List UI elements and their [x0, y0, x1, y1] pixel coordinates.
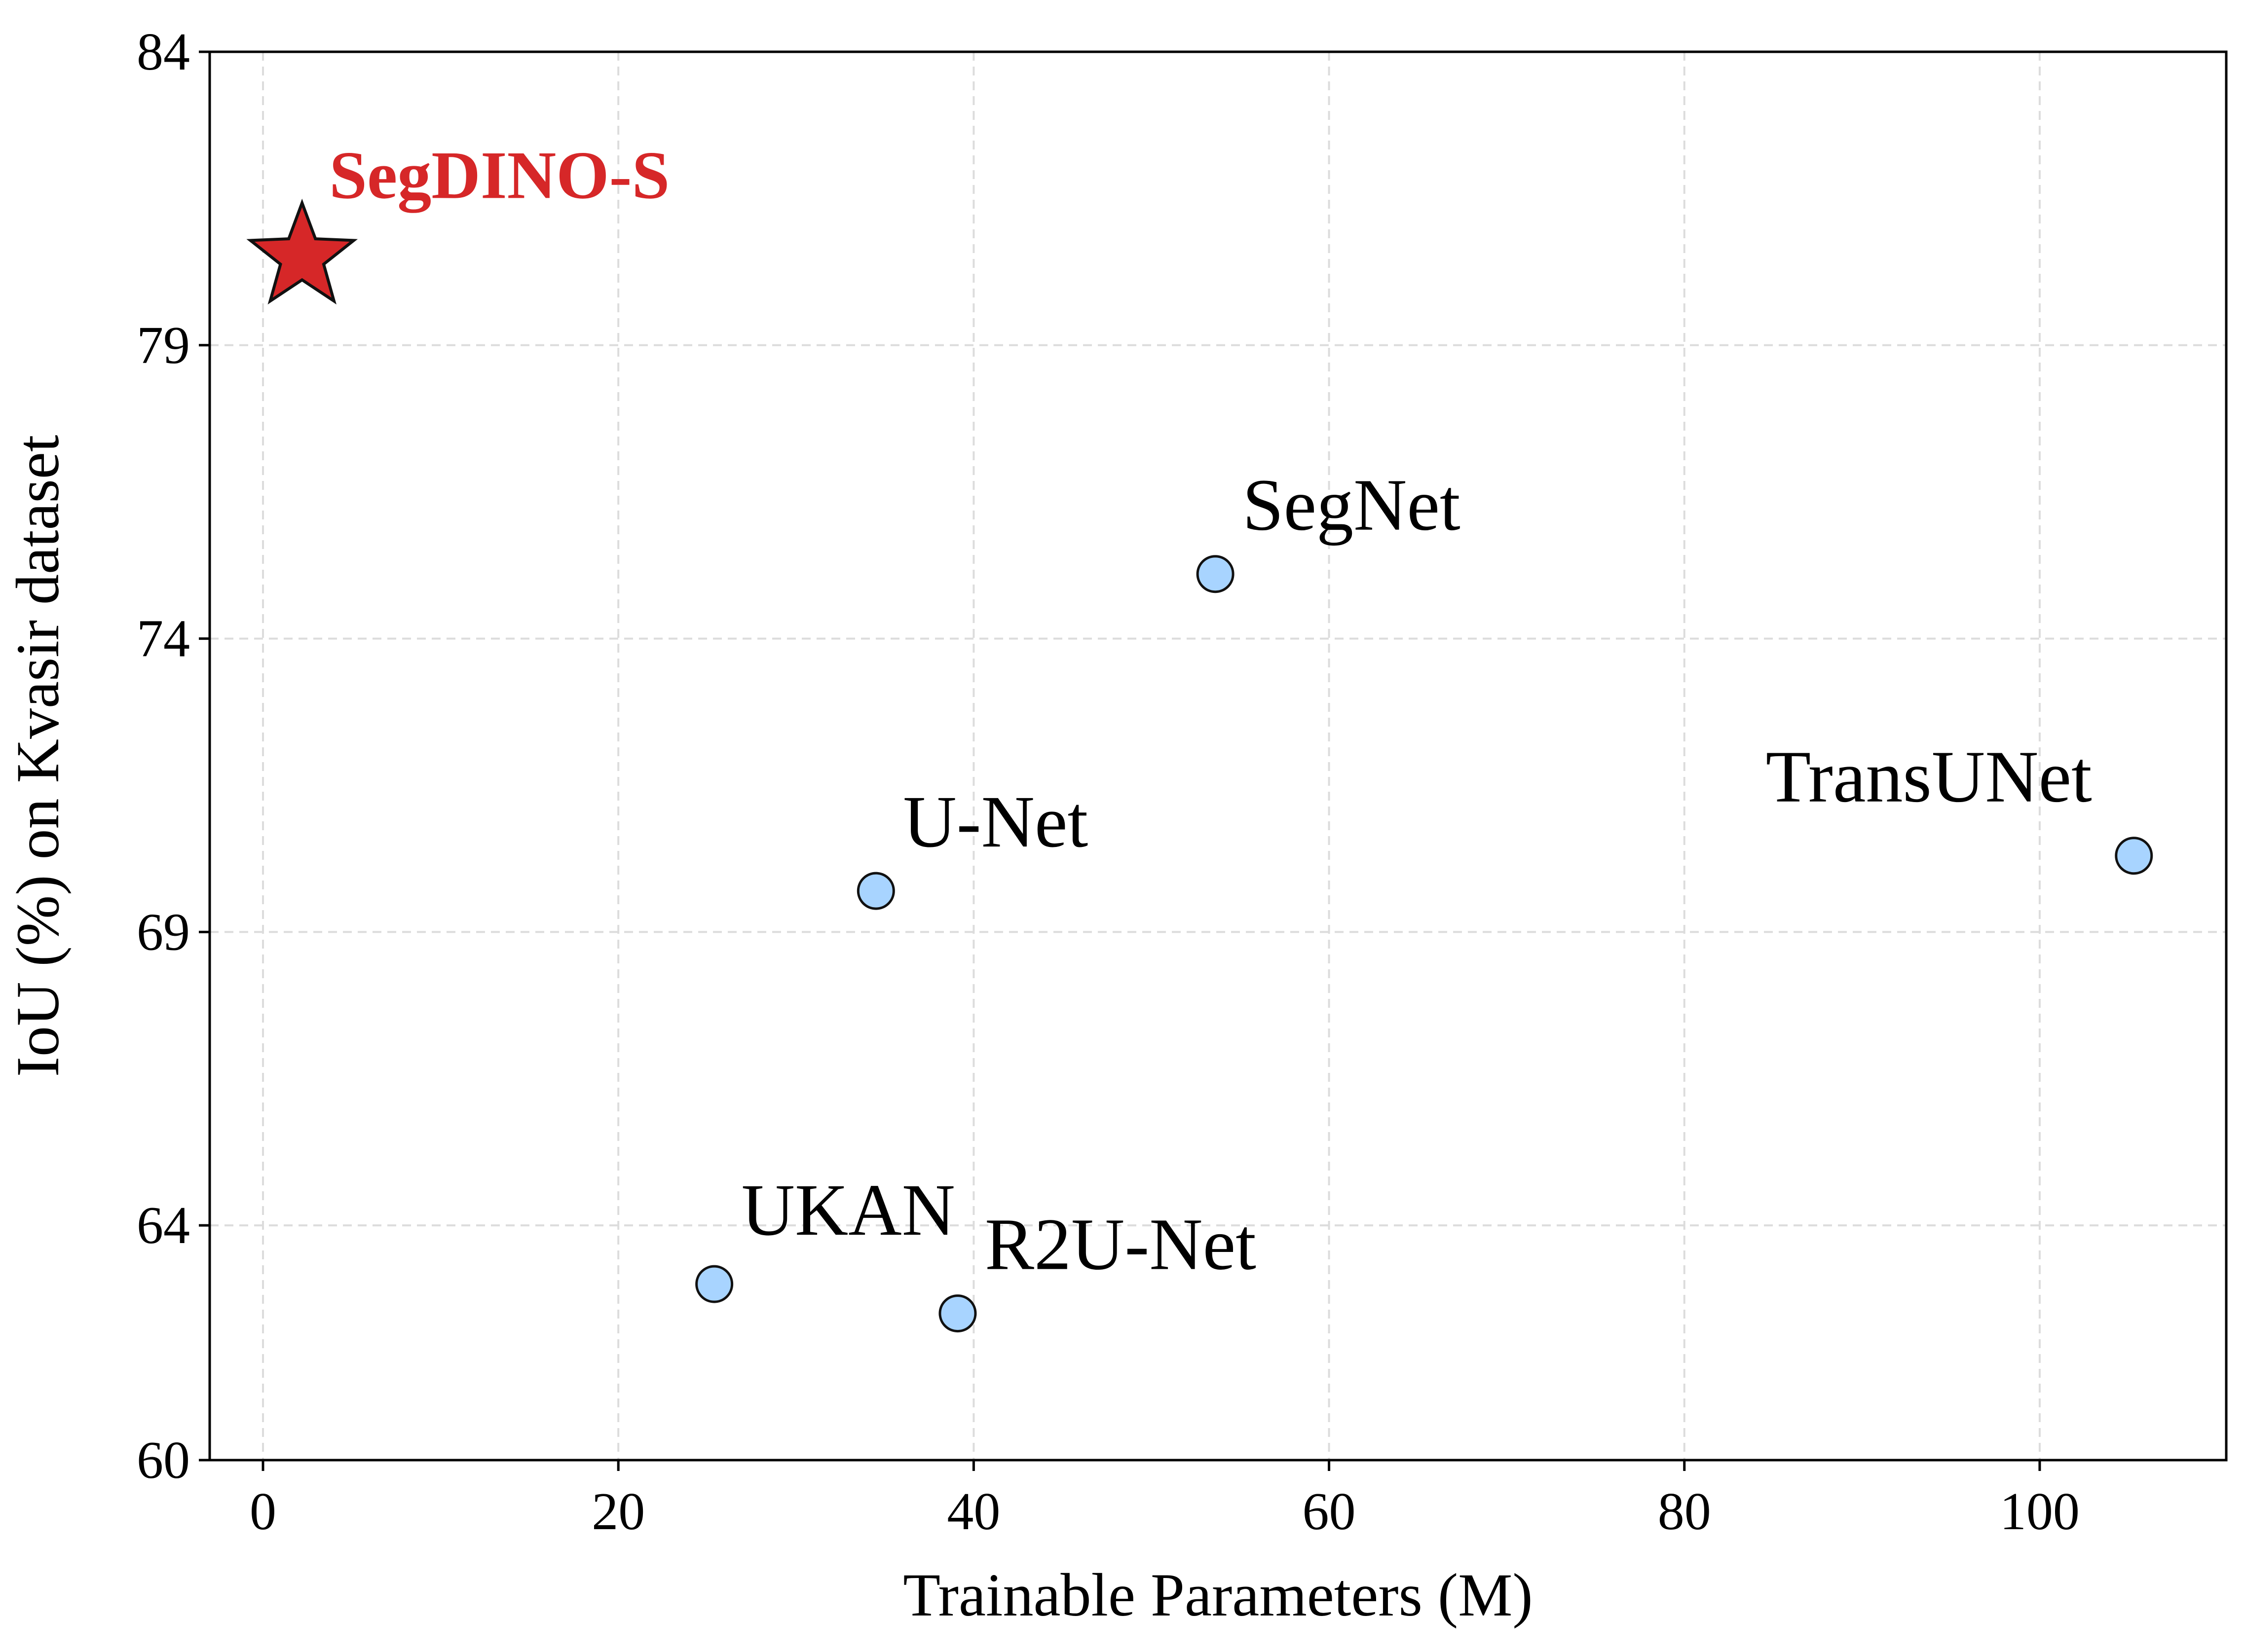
x-tick-label: 40: [947, 1482, 1000, 1541]
y-tick-label: 74: [137, 610, 190, 668]
label-segnet: SegNet: [1242, 464, 1460, 546]
y-tick-label: 60: [137, 1431, 190, 1490]
point-u-net: [857, 872, 895, 910]
y-tick-label: 69: [137, 903, 190, 961]
point-ukan: [695, 1265, 734, 1303]
x-axis-title: Trainable Parameters (M): [903, 1561, 1533, 1629]
point-transunet: [2115, 837, 2153, 875]
point-labels: SegDINO-S SegNet U-Net TransUNet UKAN R2U-Net: [329, 137, 2092, 1285]
y-tick-label: 64: [137, 1196, 190, 1255]
data-points: [246, 198, 2153, 1333]
label-u-net: U-Net: [903, 781, 1088, 863]
label-ukan: UKAN: [742, 1169, 955, 1251]
point-segnet: [1196, 555, 1235, 593]
label-segdino-s: SegDINO-S: [329, 137, 670, 213]
x-tick-label: 0: [250, 1482, 276, 1541]
x-tick-label: 60: [1303, 1482, 1356, 1541]
axis-ticks: 0 20 40 60 80 100 60 64 69 74 79 84: [137, 23, 2080, 1541]
x-tick-label: 20: [592, 1482, 645, 1541]
y-tick-label: 79: [137, 316, 190, 375]
point-segdino-s: [246, 198, 358, 305]
y-axis-title: IoU (%) on Kvasir dataset: [4, 435, 72, 1077]
y-tick-label: 84: [137, 23, 190, 81]
x-tick-label: 80: [1658, 1482, 1711, 1541]
point-r2u-net: [938, 1294, 977, 1333]
x-tick-label: 100: [2000, 1482, 2080, 1541]
label-transunet: TransUNet: [1766, 736, 2092, 818]
plot-frame: [208, 50, 2228, 1462]
label-r2u-net: R2U-Net: [985, 1204, 1256, 1285]
